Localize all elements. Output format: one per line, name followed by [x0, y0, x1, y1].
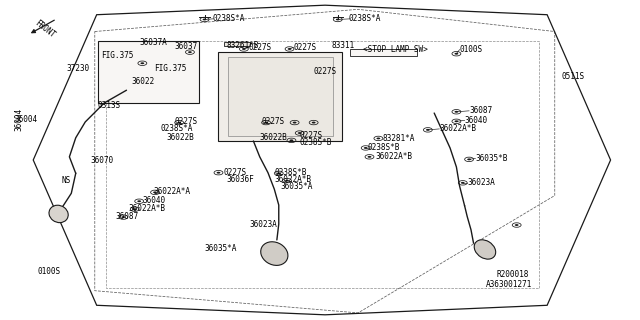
Circle shape: [133, 208, 137, 210]
Circle shape: [216, 172, 220, 174]
Bar: [351, 49, 417, 56]
Text: 0227S: 0227S: [174, 117, 197, 126]
Text: 36035*B: 36035*B: [476, 154, 508, 163]
Text: 83261*B: 83261*B: [226, 41, 259, 50]
Text: 0238S*A: 0238S*A: [212, 14, 244, 23]
Circle shape: [285, 180, 289, 181]
Text: 0100S: 0100S: [38, 267, 61, 276]
Circle shape: [364, 147, 367, 149]
Circle shape: [138, 200, 141, 202]
Text: 0238S*B: 0238S*B: [367, 143, 400, 152]
Text: 83281*A: 83281*A: [382, 134, 415, 143]
Text: 0313S: 0313S: [98, 101, 121, 110]
Circle shape: [292, 122, 296, 124]
Text: 36087: 36087: [116, 212, 139, 221]
Text: 36022B: 36022B: [166, 133, 194, 142]
Circle shape: [312, 122, 316, 124]
Circle shape: [515, 224, 518, 226]
Circle shape: [140, 62, 144, 64]
Circle shape: [298, 132, 301, 134]
Text: 37230: 37230: [66, 63, 90, 73]
Text: 36035*A: 36035*A: [205, 244, 237, 253]
Text: 0227S: 0227S: [262, 117, 285, 126]
Text: FRONT: FRONT: [33, 19, 57, 40]
Text: 0238S*B: 0238S*B: [275, 168, 307, 177]
Text: 0227S: 0227S: [300, 131, 323, 140]
Bar: [228, 57, 333, 136]
Text: 36036F: 36036F: [226, 174, 254, 184]
Text: <STOP LAMP SW>: <STOP LAMP SW>: [363, 45, 428, 54]
Circle shape: [426, 129, 429, 131]
Circle shape: [289, 140, 293, 141]
Circle shape: [188, 51, 192, 53]
Circle shape: [467, 158, 471, 160]
Text: 0227S: 0227S: [314, 67, 337, 76]
Text: 0511S: 0511S: [561, 72, 584, 81]
Text: 36023A: 36023A: [467, 178, 495, 187]
Text: 36023A: 36023A: [249, 220, 276, 228]
Text: 36022A*B: 36022A*B: [129, 204, 165, 213]
Text: 36022A*B: 36022A*B: [275, 175, 311, 184]
Circle shape: [264, 122, 268, 124]
Text: 0238S*A: 0238S*A: [160, 124, 193, 133]
Circle shape: [376, 138, 380, 140]
Circle shape: [461, 182, 465, 184]
Circle shape: [367, 156, 371, 158]
Text: FIG.375: FIG.375: [154, 63, 186, 73]
Bar: [218, 52, 342, 141]
Text: R200018: R200018: [497, 270, 529, 279]
Circle shape: [177, 122, 181, 124]
Text: 36040: 36040: [465, 116, 488, 125]
Text: FIG.375: FIG.375: [101, 51, 134, 60]
Text: 36022B: 36022B: [260, 133, 287, 142]
Circle shape: [454, 120, 458, 122]
Text: 36004: 36004: [14, 108, 23, 131]
Text: 36087: 36087: [469, 106, 492, 115]
Text: 0100S: 0100S: [460, 45, 483, 54]
Circle shape: [122, 216, 125, 218]
Circle shape: [242, 48, 246, 50]
Text: 36022A*B: 36022A*B: [376, 152, 413, 161]
Text: 36022A*A: 36022A*A: [154, 187, 191, 196]
Text: 36037A: 36037A: [139, 38, 167, 47]
Text: NS: NS: [61, 176, 70, 185]
Text: 36035*A: 36035*A: [281, 182, 313, 191]
Text: 36004: 36004: [14, 115, 37, 124]
Ellipse shape: [260, 242, 288, 265]
Circle shape: [277, 172, 281, 174]
Text: 36040: 36040: [142, 196, 166, 205]
Circle shape: [287, 48, 291, 50]
Text: 0227S: 0227S: [249, 43, 272, 52]
Text: A363001271: A363001271: [486, 280, 532, 289]
Circle shape: [454, 53, 458, 55]
Circle shape: [203, 19, 207, 20]
Bar: [223, 42, 250, 46]
Text: 83311: 83311: [332, 41, 355, 50]
Text: 0227S: 0227S: [293, 43, 316, 52]
Ellipse shape: [474, 240, 496, 259]
Text: 0227S: 0227S: [223, 168, 246, 177]
Text: 36070: 36070: [90, 156, 113, 165]
Ellipse shape: [49, 205, 68, 223]
Circle shape: [153, 191, 157, 193]
Text: 36022A*B: 36022A*B: [439, 124, 476, 133]
Text: 36037: 36037: [174, 42, 197, 51]
Text: 36022: 36022: [131, 77, 154, 86]
Bar: [98, 41, 200, 103]
Text: 0238S*A: 0238S*A: [349, 14, 381, 23]
Text: 0238S*B: 0238S*B: [300, 138, 332, 147]
Circle shape: [336, 19, 340, 20]
Circle shape: [454, 111, 458, 113]
